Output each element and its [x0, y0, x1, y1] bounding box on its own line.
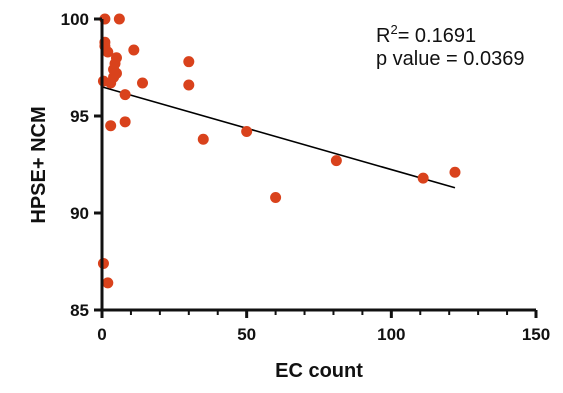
data-point [183, 56, 195, 68]
x-tick-label: 100 [377, 325, 405, 344]
p-value-annotation: p value = 0.0369 [376, 48, 524, 70]
y-tick-label: 90 [70, 204, 89, 223]
data-point [110, 52, 122, 64]
x-tick-label: 150 [522, 325, 550, 344]
data-point [102, 46, 114, 58]
x-tick-label: 50 [237, 325, 256, 344]
x-tick-label: 0 [97, 325, 106, 344]
y-ticks: 85 90 95 100 [61, 10, 102, 320]
data-point [270, 191, 282, 203]
r-squared-annotation: R2= 0.1691 [376, 22, 476, 47]
data-point [330, 155, 342, 167]
y-tick-label: 85 [70, 301, 89, 320]
x-ticks: 0 50 100 150 [97, 310, 550, 344]
data-point [128, 44, 140, 56]
y-tick-label: 95 [70, 107, 89, 126]
regression-line [101, 86, 456, 189]
data-point [241, 126, 253, 138]
data-point [102, 277, 114, 289]
data-point [137, 77, 149, 89]
r2-value: = 0.1691 [398, 25, 476, 47]
r2-superscript: 2 [390, 22, 397, 37]
axes [100, 19, 536, 312]
y-tick-label: 100 [61, 10, 89, 29]
y-axis-label: HPSE+ NCM [28, 106, 50, 223]
data-point [183, 79, 195, 91]
data-point [113, 13, 125, 25]
data-point [449, 166, 461, 178]
data-point [119, 89, 131, 101]
data-point [417, 172, 429, 184]
r2-prefix: R [376, 25, 390, 47]
data-point [110, 67, 122, 79]
points-layer [97, 13, 461, 289]
data-point [197, 133, 209, 145]
data-point [105, 120, 117, 132]
regression-layer [101, 86, 456, 189]
x-axis-label: EC count [275, 360, 363, 382]
data-point [119, 116, 131, 128]
